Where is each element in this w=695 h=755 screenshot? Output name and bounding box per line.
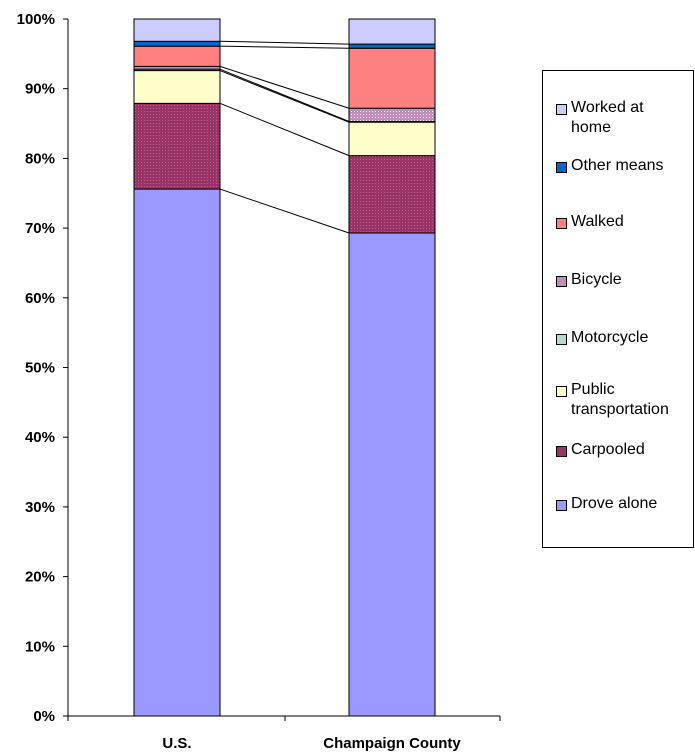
legend-item: Bicycle (556, 270, 622, 290)
y-tick-label: 20% (25, 569, 55, 586)
bar-segment (133, 18, 221, 42)
bar-segment (348, 43, 436, 49)
y-tick-labels: 0% 10% 20% 30% 40% 50% 60% 70% 80% 90% 100% (17, 11, 55, 725)
legend-swatch (556, 218, 567, 229)
legend-swatch (556, 276, 567, 287)
y-tick-label: 90% (25, 81, 55, 98)
bar-segment (133, 40, 221, 47)
legend-label: Walked (571, 213, 624, 230)
legend-swatch (556, 104, 567, 115)
x-tick-label: U.S. (162, 735, 191, 752)
bars (133, 18, 436, 717)
series-connector-line (219, 45, 350, 49)
y-tick-label: 30% (25, 499, 55, 516)
bar-segment (348, 232, 436, 717)
series-connector-line (219, 65, 350, 109)
y-tick-label: 80% (25, 150, 55, 167)
legend-label: Other means (571, 157, 664, 174)
bar-segment (133, 70, 221, 104)
legend-swatch (556, 162, 567, 173)
y-tick-label: 60% (25, 290, 55, 307)
legend: Worked at home Other means Walked Bicycle Mo… (542, 70, 694, 548)
y-tick-label: 100% (17, 11, 55, 28)
x-tick-label: Champaign County (323, 735, 461, 752)
legend-swatch (556, 500, 567, 511)
legend-item: Other means (556, 156, 663, 176)
legend-item: Motorcycle (556, 328, 648, 348)
y-tick-label: 50% (25, 360, 55, 377)
connector-lines (219, 40, 350, 234)
bar-segment (348, 107, 436, 122)
legend-label: Motorcycle (571, 329, 649, 346)
legend-label: Bicycle (571, 271, 622, 288)
series-connector-line (219, 68, 350, 122)
legend-item: Walked (556, 212, 624, 232)
legend-label: Drove alone (571, 495, 658, 512)
legend-label: Worked at home (571, 99, 644, 136)
bar-segment (133, 102, 221, 190)
series-connector-line (219, 188, 350, 234)
legend-swatch (556, 446, 567, 457)
legend-item: Worked at home (556, 98, 644, 138)
x-tick-labels: U.S. Champaign County (162, 735, 461, 752)
legend-label: Carpooled (571, 441, 645, 458)
bar-segment (348, 18, 436, 45)
legend-label: Public transportation (571, 381, 669, 418)
bar-segment (133, 188, 221, 717)
bar-segment (348, 47, 436, 109)
series-connector-line (219, 70, 350, 123)
bar-segment (348, 121, 436, 157)
legend-swatch (556, 386, 567, 397)
legend-item: Public transportation (556, 380, 669, 420)
y-tick-label: 70% (25, 220, 55, 237)
y-tick-label: 0% (33, 708, 55, 725)
legend-item: Carpooled (556, 440, 645, 460)
series-connector-line (219, 40, 350, 45)
legend-swatch (556, 334, 567, 345)
bar-segment (133, 45, 221, 67)
bar-segment (348, 155, 436, 234)
y-tick-label: 40% (25, 429, 55, 446)
y-tick-label: 10% (25, 638, 55, 655)
series-connector-line (219, 102, 350, 157)
legend-item: Drove alone (556, 494, 657, 514)
